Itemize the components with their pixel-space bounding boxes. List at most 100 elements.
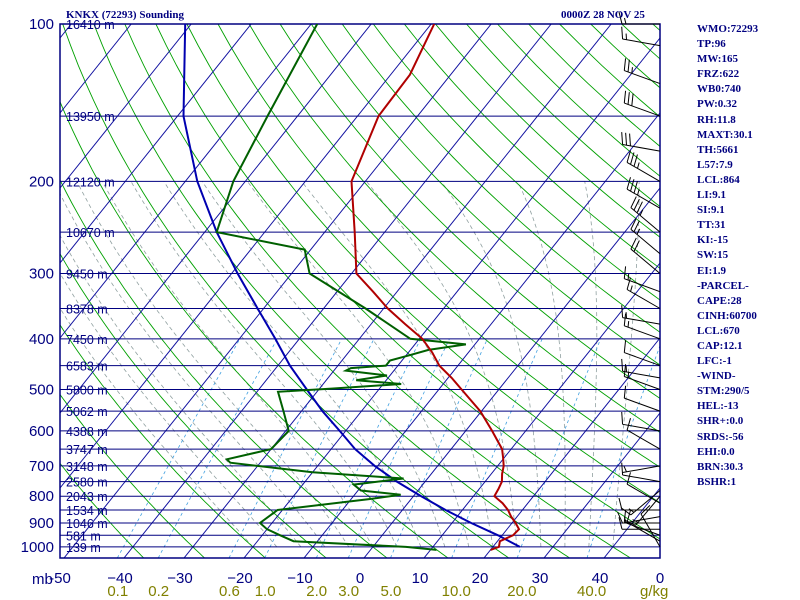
moist-adiabat-line [163,181,422,548]
isobars [60,23,660,559]
index-item: BRN:30.3 [697,460,744,473]
index-item: LI:9.1 [697,189,727,202]
pressure-label: 100 [29,16,54,33]
isotherms [0,24,660,558]
wind-barb [623,58,661,85]
station-title: KNKX (72293) Sounding [66,9,184,21]
mixing-ratio-label: 3.0 [338,583,359,600]
sounding-time: 0000Z 28 NOV 25 [561,9,645,21]
wind-barb [618,11,660,25]
temperature-label: −20 [227,570,252,587]
wind-barb [620,490,661,516]
height-labels: 16410 m 13950 m 12120 m 10670 m 9450 m 8378 m… [66,18,115,555]
mixing-ratio-label: 40.0 [577,583,606,600]
pressure-label: 900 [29,515,54,532]
pressure-label: 500 [29,382,54,399]
mixing-ratio-line [116,338,241,558]
pressure-label: 400 [29,331,54,348]
wind-barb [630,217,661,255]
dry-adiabat-line [372,24,660,301]
wind-barb [622,465,661,474]
height-label: 13950 m [66,110,115,124]
index-item: EHI:0.0 [697,445,735,458]
index-item: LFC:-1 [697,355,732,368]
sounding-profiles [182,24,521,551]
isotherm-line [60,24,252,264]
wind-barb [626,418,661,450]
isotherm-line [183,24,612,558]
height-label: 1046 m [66,517,108,531]
height-label: 3148 m [66,460,108,474]
temperature-label: 40 [592,570,609,587]
mixing-ratio-label: 0.2 [148,583,169,600]
mixing-ratio-line [390,338,488,558]
wind-barb [626,277,661,309]
wind-barb [640,505,661,548]
dry-adiabat-line [60,462,145,558]
temperature-label: -50 [49,570,71,587]
pressure-label: 700 [29,458,54,475]
index-item: LCL:864 [697,173,740,186]
index-item: STM:290/5 [697,385,750,398]
temperature-label: 0 [356,570,364,587]
height-label: 6583 m [66,360,108,374]
mixing-ratio-label: 5.0 [380,583,401,600]
index-item: L57:7.9 [697,158,733,171]
temperature-label: 0 [656,570,664,587]
parcel-trace [182,24,521,548]
temperature-label: −40 [107,570,132,587]
height-label: 12120 m [66,175,115,189]
mixing-ratio-line [516,338,602,558]
pressure-unit: mb [32,571,53,588]
plot-border [59,23,661,559]
mixing-ratio-line [451,338,543,558]
dry-adiabat-line [155,24,660,540]
isotherm-line [0,24,11,558]
dry-adiabat-line [310,24,660,366]
pressure-label: 800 [29,488,54,505]
index-item: SHR+:0.0 [697,415,744,428]
temperature-labels: -50 −40 −30 −20 −10 0 10 20 30 40 0 [49,570,664,587]
isotherm-line [243,37,660,558]
mixing-ratio-line [586,344,660,558]
sounding-indices: WMO:72293 TP:96 MW:165 FRZ:622 WB0:740 PW:0.3… [697,22,758,490]
pressure-label: 200 [29,173,54,190]
temperature-label: 10 [412,570,429,587]
dry-adiabat-line [60,252,327,558]
dry-adiabat-line [403,24,660,269]
mixing-ratio-lines [116,338,660,558]
index-item: FRZ:622 [697,68,740,81]
height-label: 139 m [66,541,101,555]
index-item: -WIND- [697,370,736,383]
pressure-label: 1000 [21,539,54,556]
wind-barbs [617,11,661,548]
index-item: -PARCEL- [697,279,749,292]
index-item: TH:5661 [697,143,739,156]
index-item: WB0:740 [697,83,741,96]
dry-adiabat-line [777,24,800,558]
dry-adiabat-line [60,100,449,558]
moist-adiabat-line [130,181,398,548]
wind-barb [626,510,661,542]
index-item: HEL:-13 [697,400,739,413]
moist-adiabat-line [301,181,494,547]
height-label: 9450 m [66,267,108,281]
isotherm-line [63,24,492,558]
dry-adiabat-line [60,393,205,558]
dry-adiabat-line [248,24,660,434]
temperature-trace [350,24,521,551]
height-label: 16410 m [66,18,115,32]
dry-adiabat-line [124,24,631,558]
wind-barb [623,266,661,293]
isotherm-line [60,24,312,339]
isotherm-line [483,337,660,558]
pressure-label: 600 [29,423,54,440]
wind-barb [621,305,661,325]
mixing-ratio-label: 10.0 [442,583,471,600]
height-label: 3747 m [66,443,108,457]
temperature-label: 20 [472,570,489,587]
index-item: SI:9.1 [697,204,725,217]
moist-adiabat-line [60,192,326,548]
wind-barb [618,517,660,530]
wind-barb [623,90,661,117]
